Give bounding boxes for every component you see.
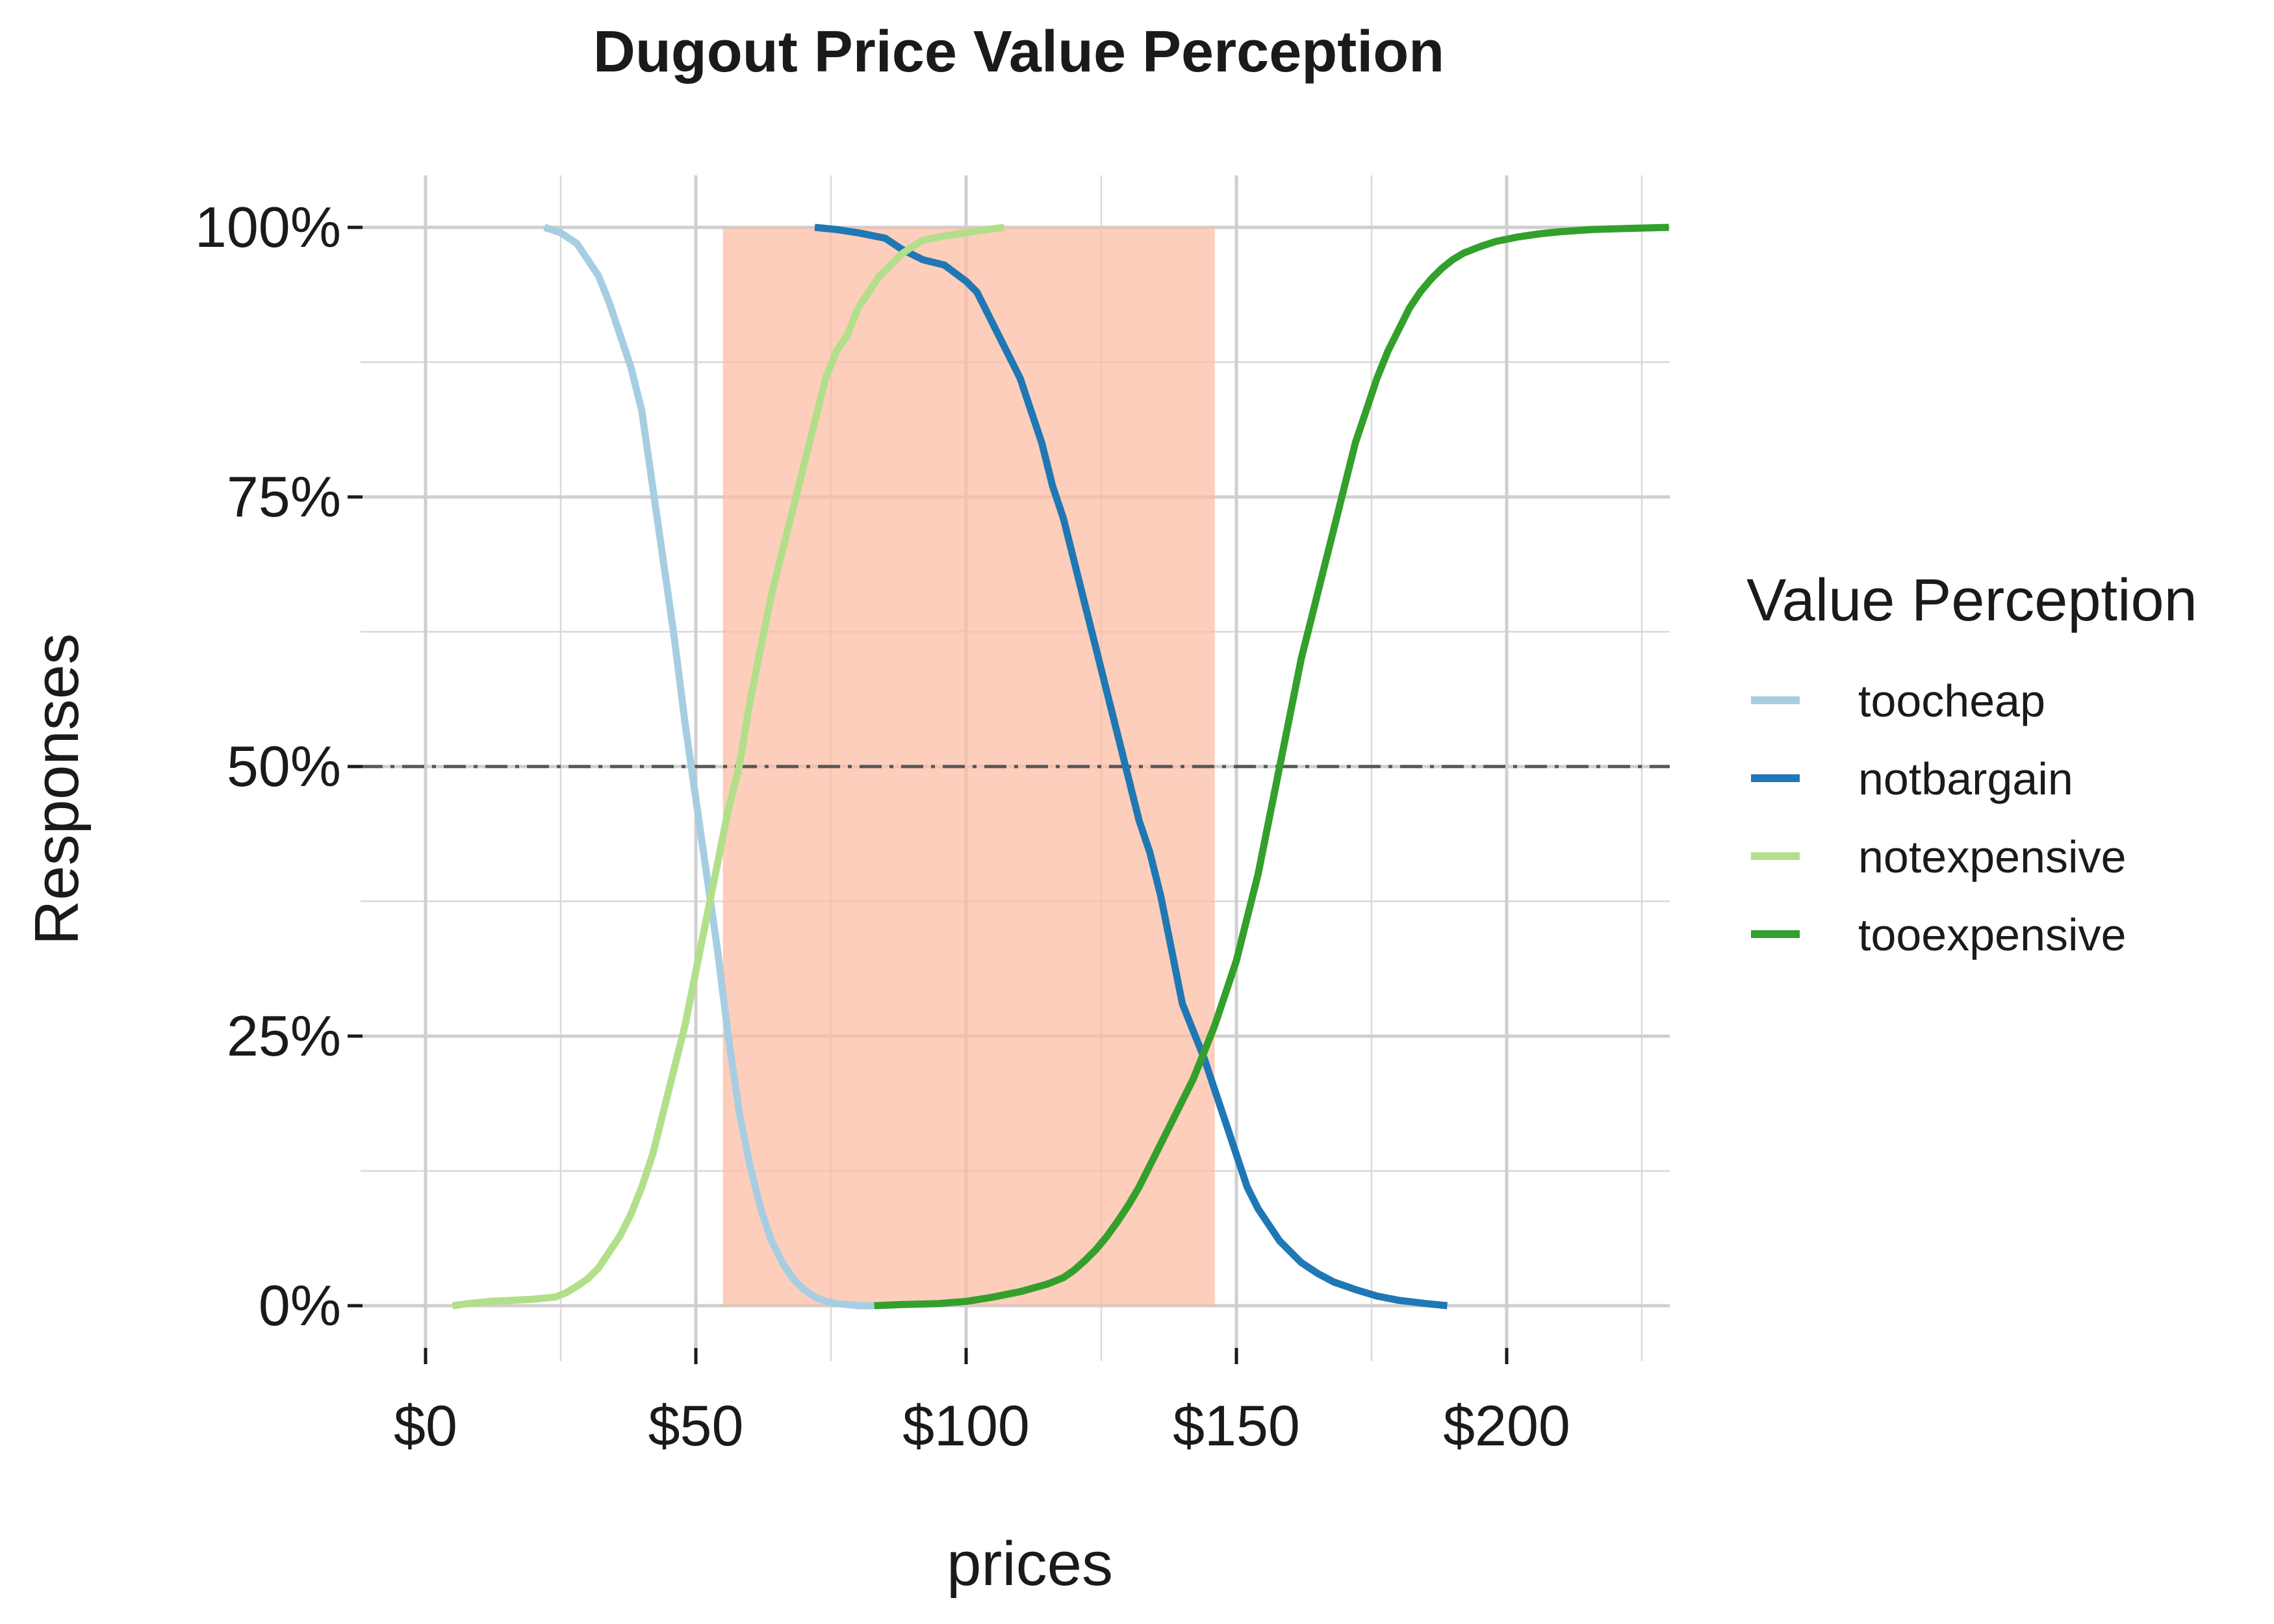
series-line-toocheap [543, 223, 875, 1310]
x-axis: $0 $50 $100 $150 $200 [394, 1348, 1570, 1458]
series-lines [452, 223, 1669, 1310]
acceptable-price-range [722, 227, 1215, 1306]
y-tick-label: 25% [227, 1004, 341, 1068]
y-tick-label: 100% [195, 195, 341, 259]
acceptable-range-band [722, 227, 1215, 1306]
x-tick-label: $50 [648, 1393, 744, 1458]
x-tick-label: $100 [902, 1393, 1030, 1458]
x-tick-label: $0 [394, 1393, 457, 1458]
series-line-notbargain [814, 223, 1448, 1310]
y-tick-label: 0% [259, 1273, 341, 1338]
x-tick-label: $200 [1443, 1393, 1570, 1458]
series-line-tooexpensive [874, 223, 1669, 1310]
y-tick-label: 50% [227, 734, 341, 798]
x-tick-label: $150 [1173, 1393, 1300, 1458]
chart-title: Dugout Price Value Perception [593, 19, 1444, 84]
y-tick-label: 75% [227, 464, 341, 529]
legend-label-notexpensive: notexpensive [1858, 831, 2127, 882]
x-axis-title: prices [947, 1529, 1113, 1599]
legend: Value Perception toocheap notbargain notex… [1746, 567, 2197, 960]
series-line-notexpensive [452, 223, 1004, 1310]
y-axis: 0% 25% 50% 75% 100% [195, 195, 363, 1338]
y-axis-title: Responses [22, 633, 92, 945]
legend-label-notbargain: notbargain [1858, 754, 2073, 804]
legend-label-tooexpensive: tooexpensive [1858, 909, 2127, 960]
legend-items: toocheap notbargain notexpensive tooexpensi… [1751, 676, 2127, 960]
legend-title: Value Perception [1746, 567, 2197, 633]
legend-label-toocheap: toocheap [1858, 676, 2045, 726]
